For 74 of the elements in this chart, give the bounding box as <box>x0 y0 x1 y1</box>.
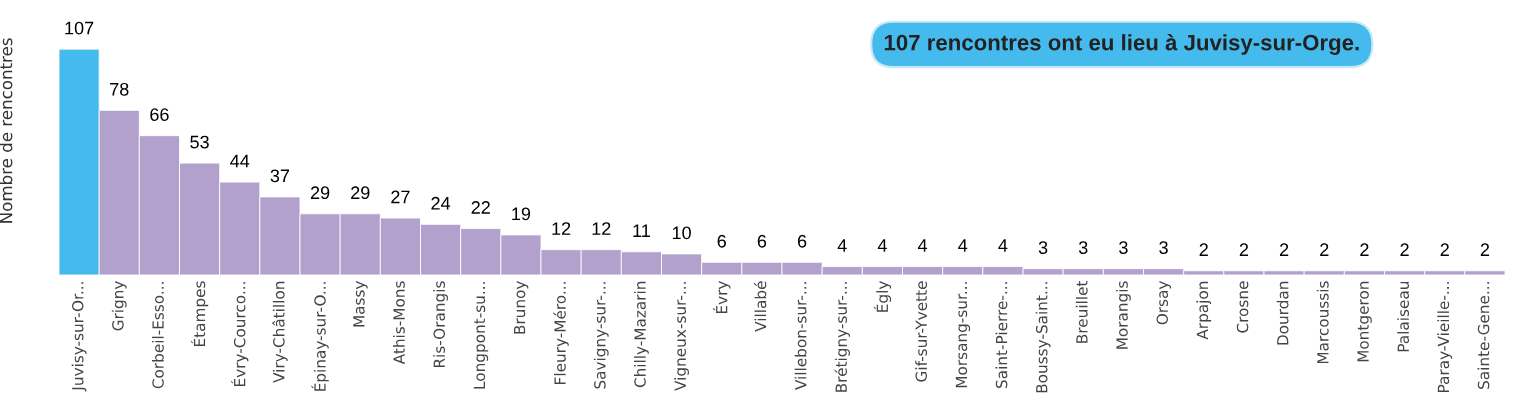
x-tick-label: Viry-Châtillon <box>272 281 288 383</box>
data-label: 12 <box>592 222 611 235</box>
data-label: 2 <box>1320 243 1329 256</box>
data-label: 3 <box>1159 241 1168 254</box>
data-label: 29 <box>351 186 370 200</box>
x-tick-label: Chilly-Mazarin <box>634 281 649 388</box>
x-tick-label: Sainte-Gene... <box>1477 282 1490 389</box>
data-label: 22 <box>471 201 490 214</box>
x-tick-label: Villabé <box>753 281 767 332</box>
data-label: 4 <box>998 239 1008 252</box>
x-tick-label: Brétigny-sur-... <box>834 282 850 392</box>
x-tick-label: Morsang-sur... <box>955 282 971 388</box>
x-tick-label: Juvisy-sur-Or... <box>71 282 87 392</box>
x-tick-label: Morangis <box>1116 281 1131 349</box>
annotation: 107 rencontres ont eu lieu à Juvisy-sur-Orge. <box>884 33 1359 55</box>
data-label: 4 <box>917 239 928 252</box>
x-tick-label: Saint-Pierre-... <box>995 282 1008 388</box>
data-label: 78 <box>110 82 129 96</box>
x-tick-label: Boussy-Saint... <box>1035 282 1051 393</box>
x-tick-label: Palaiseau <box>1397 281 1410 352</box>
x-tick-label: Breuillet <box>1075 280 1088 343</box>
data-label: 29 <box>310 186 330 200</box>
x-tick-label: Grigny <box>111 281 127 331</box>
data-label: 2 <box>1440 243 1449 256</box>
data-label: 11 <box>633 224 650 237</box>
x-tick-label: Dourdan <box>1276 281 1289 345</box>
data-label: 3 <box>1078 241 1088 254</box>
x-tick-label: Arpajon <box>1196 281 1212 340</box>
x-tick-label: Vigneux-sur-... <box>674 282 689 391</box>
data-label: 12 <box>552 222 571 235</box>
x-tick-label: Gif-sur-Yvette <box>915 281 928 382</box>
data-label: 24 <box>431 196 451 210</box>
x-tick-label: Longpont-su... <box>473 282 489 389</box>
data-label: 3 <box>1038 241 1048 254</box>
x-tick-label: Fleury-Méro... <box>553 282 569 384</box>
x-tick-label: Athis-Mons <box>393 281 405 365</box>
data-label: 19 <box>512 207 531 221</box>
data-label: 10 <box>672 226 691 240</box>
data-label: 6 <box>717 234 726 248</box>
x-tick-label: Paray-Vieille-... <box>1437 282 1453 392</box>
data-label: 2 <box>1239 243 1249 256</box>
data-label: 44 <box>230 154 250 168</box>
x-tick-label: Crosne <box>1236 281 1249 333</box>
data-label: 2 <box>1360 243 1369 256</box>
data-label: 4 <box>958 239 968 252</box>
data-label: 66 <box>150 108 169 121</box>
y-axis-title: Nombre de rencontres <box>0 38 13 223</box>
data-label: 107 <box>65 21 94 35</box>
x-tick-label: Évry-Courco... <box>231 282 249 386</box>
x-tick-label: Massy <box>353 281 368 327</box>
x-tick-label: Orsay <box>1156 281 1171 325</box>
data-label: 2 <box>1480 243 1490 256</box>
data-label: 2 <box>1400 243 1409 256</box>
x-tick-label: Évry <box>713 281 731 314</box>
data-label: 4 <box>837 239 847 252</box>
x-tick-label: Brunoy <box>513 281 529 334</box>
x-tick-label: Villebon-sur-... <box>794 282 807 390</box>
x-tick-label: Étampes <box>190 281 209 346</box>
x-tick-label: Montgeron <box>1357 281 1372 362</box>
data-label: 6 <box>757 234 767 248</box>
x-tick-label: Savigny-sur-... <box>593 282 609 389</box>
data-label: 2 <box>1279 243 1289 256</box>
data-label: 27 <box>391 190 410 204</box>
x-tick-label: Égly <box>873 281 892 312</box>
data-label: 3 <box>1119 241 1128 254</box>
data-label: 37 <box>270 169 290 183</box>
x-tick-label: Marcoussis <box>1316 281 1329 364</box>
data-label: 53 <box>190 135 209 149</box>
data-label: 2 <box>1199 243 1208 256</box>
x-tick-label: Corbeil-Esso... <box>152 282 164 389</box>
x-tick-label: Épinay-sur-O... <box>311 282 329 391</box>
data-label: 4 <box>877 239 887 252</box>
data-label: 6 <box>797 234 807 248</box>
x-tick-label: Ris-Orangis <box>433 281 448 368</box>
